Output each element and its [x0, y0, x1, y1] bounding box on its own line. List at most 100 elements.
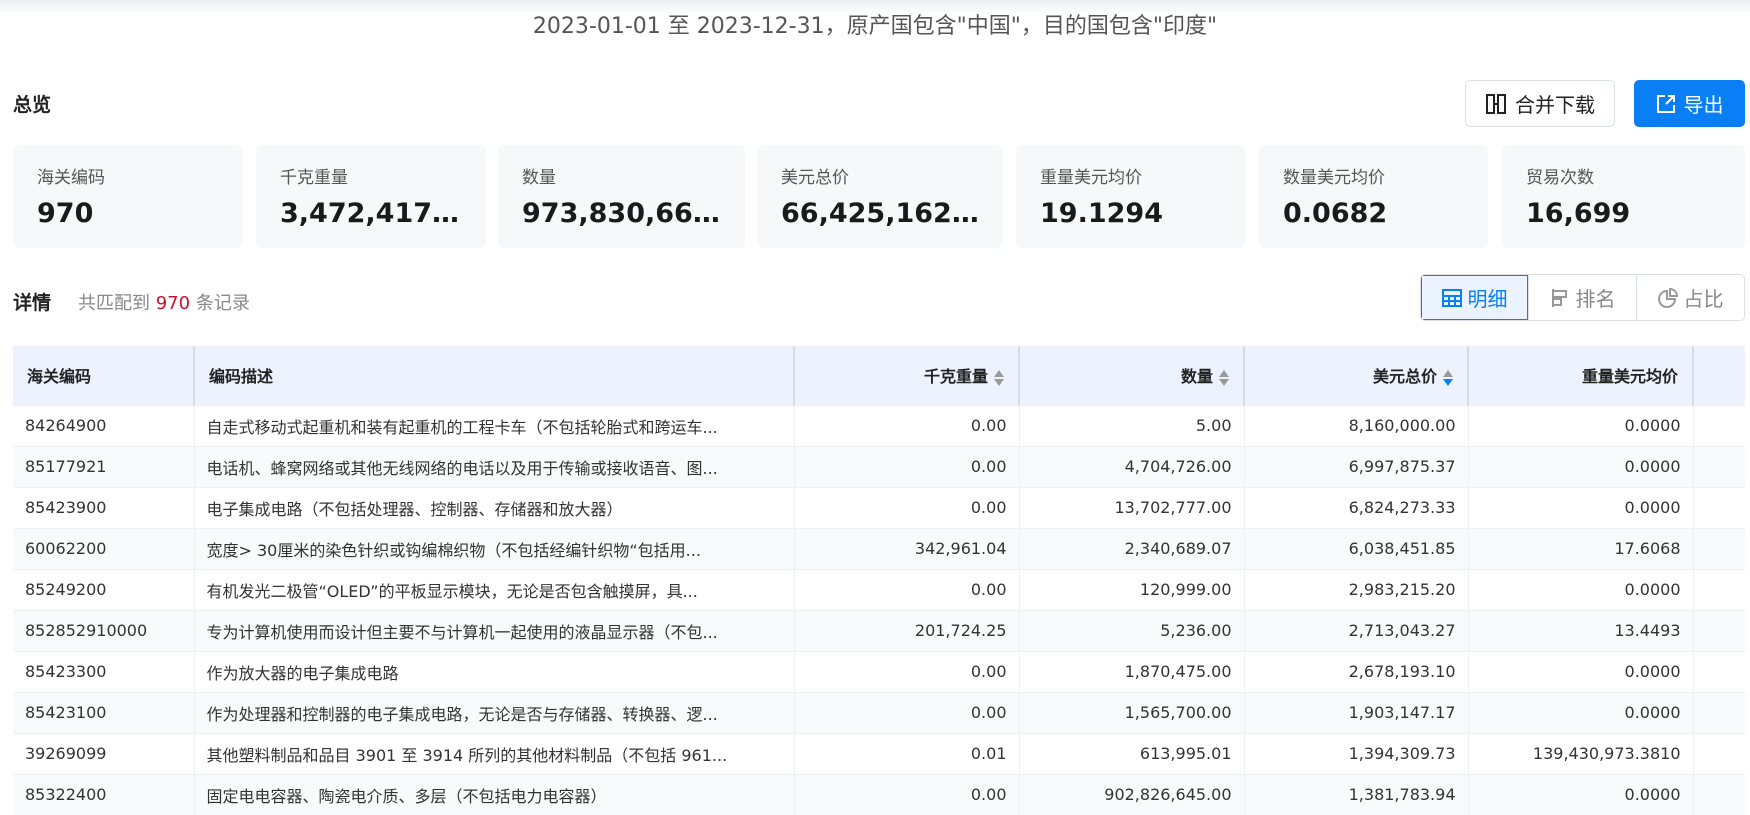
stat-label: 千克重量	[280, 168, 348, 188]
column-header[interactable]: 数量	[1018, 346, 1244, 405]
table-cell: 2,713,043.27	[1243, 609, 1468, 651]
stat-label: 数量美元均价	[1283, 168, 1385, 188]
table-cell: 0.0000	[1467, 568, 1693, 610]
merge-download-label: 合并下载	[1515, 93, 1595, 117]
table-cell: 2,678,193.10	[1243, 650, 1468, 692]
table-cell: 0.0000	[1467, 404, 1693, 446]
table-cell-extra	[1692, 773, 1745, 815]
table-cell: 85423900	[13, 486, 194, 528]
table-cell: 1,903,147.17	[1243, 691, 1468, 733]
column-header-label: 数量	[1180, 367, 1213, 386]
table-cell: 0.00	[793, 691, 1019, 733]
table-cell: 4,704,726.00	[1018, 445, 1244, 487]
table-cell-extra	[1692, 527, 1745, 569]
table-cell: 0.00	[793, 568, 1019, 610]
table-cell: 宽度> 30厘米的染色针织或钩编棉织物（不包括经编针织物“包括用...	[193, 527, 794, 569]
table-cell: 85423100	[13, 691, 194, 733]
table-cell: 1,870,475.00	[1018, 650, 1244, 692]
table-cell: 85423300	[13, 650, 194, 692]
table-cell: 84264900	[13, 404, 194, 446]
column-header[interactable]: 美元总价	[1243, 346, 1468, 405]
stat-value: 0.0682	[1283, 198, 1388, 229]
sort-icon[interactable]	[1443, 368, 1453, 388]
stat-label: 贸易次数	[1526, 168, 1594, 188]
detail-heading: 详情	[13, 292, 52, 314]
table-cell: 1,565,700.00	[1018, 691, 1244, 733]
table-row[interactable]: 852852910000 专为计算机使用而设计但主要不与计算机一起使用的液晶显示器…	[13, 609, 1745, 651]
stat-card: 千克重量 3,472,417.77	[256, 145, 486, 248]
view-tab-ranking[interactable]: 排名	[1528, 275, 1636, 320]
stat-card: 数量 973,830,666...	[498, 145, 745, 248]
merge-download-button[interactable]: 合并下载	[1465, 80, 1615, 127]
match-count: 共匹配到 970 条记录	[78, 289, 250, 315]
table-row[interactable]: 85249200 有机发光二极管“OLED”的平板显示模块，无论是否包含触摸屏，具…	[13, 568, 1745, 610]
table-cell: 139,430,973.3810	[1467, 732, 1693, 774]
stat-card: 贸易次数 16,699	[1502, 145, 1745, 248]
column-header-label: 千克重量	[923, 367, 988, 386]
table-row[interactable]: 84264900 自走式移动式起重机和装有起重机的工程卡车（不包括轮胎式和跨运车.…	[13, 404, 1745, 446]
column-header: 编码描述	[193, 346, 794, 405]
table-cell: 0.00	[793, 445, 1019, 487]
stat-value: 973,830,666...	[522, 198, 721, 229]
sort-icon[interactable]	[994, 368, 1004, 388]
stat-card: 重量美元均价 19.1294	[1016, 145, 1245, 248]
table-cell: 39269099	[13, 732, 194, 774]
view-switcher: 明细 排名 占比	[1420, 274, 1745, 321]
stat-value: 66,425,162.36	[781, 198, 979, 229]
external-link-icon	[1656, 94, 1675, 113]
table-cell: 60062200	[13, 527, 194, 569]
table-cell: 85177921	[13, 445, 194, 487]
table-cell: 专为计算机使用而设计但主要不与计算机一起使用的液晶显示器（不包...	[193, 609, 794, 651]
table-cell: 作为放大器的电子集成电路	[193, 650, 794, 692]
pie-chart-icon	[1657, 287, 1678, 308]
table-cell: 电子集成电路（不包括处理器、控制器、存储器和放大器）	[193, 486, 794, 528]
table-row[interactable]: 85177921 电话机、蜂窝网络或其他无线网络的电话以及用于传输或接收语音、图.…	[13, 445, 1745, 487]
overview-heading: 总览	[13, 94, 52, 116]
stat-label: 数量	[522, 168, 556, 188]
table-row[interactable]: 85423900 电子集成电路（不包括处理器、控制器、存储器和放大器） 0.00 13…	[13, 486, 1745, 528]
column-header: 重量美元均价	[1467, 346, 1693, 405]
table-cell: 13.4493	[1467, 609, 1693, 651]
table-cell: 0.0000	[1467, 486, 1693, 528]
table-cell: 0.00	[793, 404, 1019, 446]
table-cell: 0.01	[793, 732, 1019, 774]
table-cell: 902,826,645.00	[1018, 773, 1244, 815]
stat-card: 海关编码 970	[13, 145, 243, 248]
column-header-label: 重量美元均价	[1581, 367, 1678, 387]
sort-icon[interactable]	[1219, 368, 1229, 388]
export-button[interactable]: 导出	[1634, 80, 1745, 127]
stat-label: 重量美元均价	[1040, 168, 1142, 188]
column-header-label: 美元总价	[1372, 367, 1437, 386]
stat-value: 16,699	[1526, 198, 1631, 229]
column-header[interactable]: 千克重量	[793, 346, 1019, 405]
table-row[interactable]: 85423300 作为放大器的电子集成电路 0.00 1,870,475.00 2,67…	[13, 650, 1745, 692]
table-cell: 0.00	[793, 650, 1019, 692]
table-cell-extra	[1692, 486, 1745, 528]
view-tab-detail[interactable]: 明细	[1421, 275, 1528, 320]
export-label: 导出	[1683, 93, 1724, 117]
merge-icon	[1486, 93, 1506, 114]
view-tab-label: 排名	[1575, 287, 1616, 311]
table-cell-extra	[1692, 404, 1745, 446]
filter-summary: 2023-01-01 至 2023-12-31，原产国包含"中国"，目的国包含"…	[532, 14, 1218, 39]
table-cell: 其他塑料制品和品目 3901 至 3914 所列的其他材料制品（不包括 961.…	[193, 732, 794, 774]
view-tab-share[interactable]: 占比	[1636, 275, 1744, 320]
table-row[interactable]: 39269099 其他塑料制品和品目 3901 至 3914 所列的其他材料制品（…	[13, 732, 1745, 774]
table-cell: 120,999.00	[1018, 568, 1244, 610]
table-cell: 0.00	[793, 773, 1019, 815]
view-tab-label: 占比	[1683, 287, 1724, 311]
match-prefix: 共匹配到	[78, 293, 150, 314]
stat-value: 3,472,417.77	[280, 198, 462, 229]
table-row[interactable]: 60062200 宽度> 30厘米的染色针织或钩编棉织物（不包括经编针织物“包括用…	[13, 527, 1745, 569]
table-cell: 852852910000	[13, 609, 194, 651]
table-cell: 自走式移动式起重机和装有起重机的工程卡车（不包括轮胎式和跨运车...	[193, 404, 794, 446]
table-cell: 2,340,689.07	[1018, 527, 1244, 569]
top-shadow	[0, 0, 1750, 14]
table-cell: 342,961.04	[793, 527, 1019, 569]
table-row[interactable]: 85423100 作为处理器和控制器的电子集成电路，无论是否与存储器、转换器、逻.…	[13, 691, 1745, 733]
table-cell: 1,394,309.73	[1243, 732, 1468, 774]
table-row[interactable]: 85322400 固定电电容器、陶瓷电介质、多层（不包括电力电容器） 0.00 902…	[13, 773, 1745, 815]
match-suffix: 条记录	[195, 293, 250, 314]
table-cell: 0.0000	[1467, 773, 1693, 815]
stat-label: 海关编码	[37, 168, 105, 188]
